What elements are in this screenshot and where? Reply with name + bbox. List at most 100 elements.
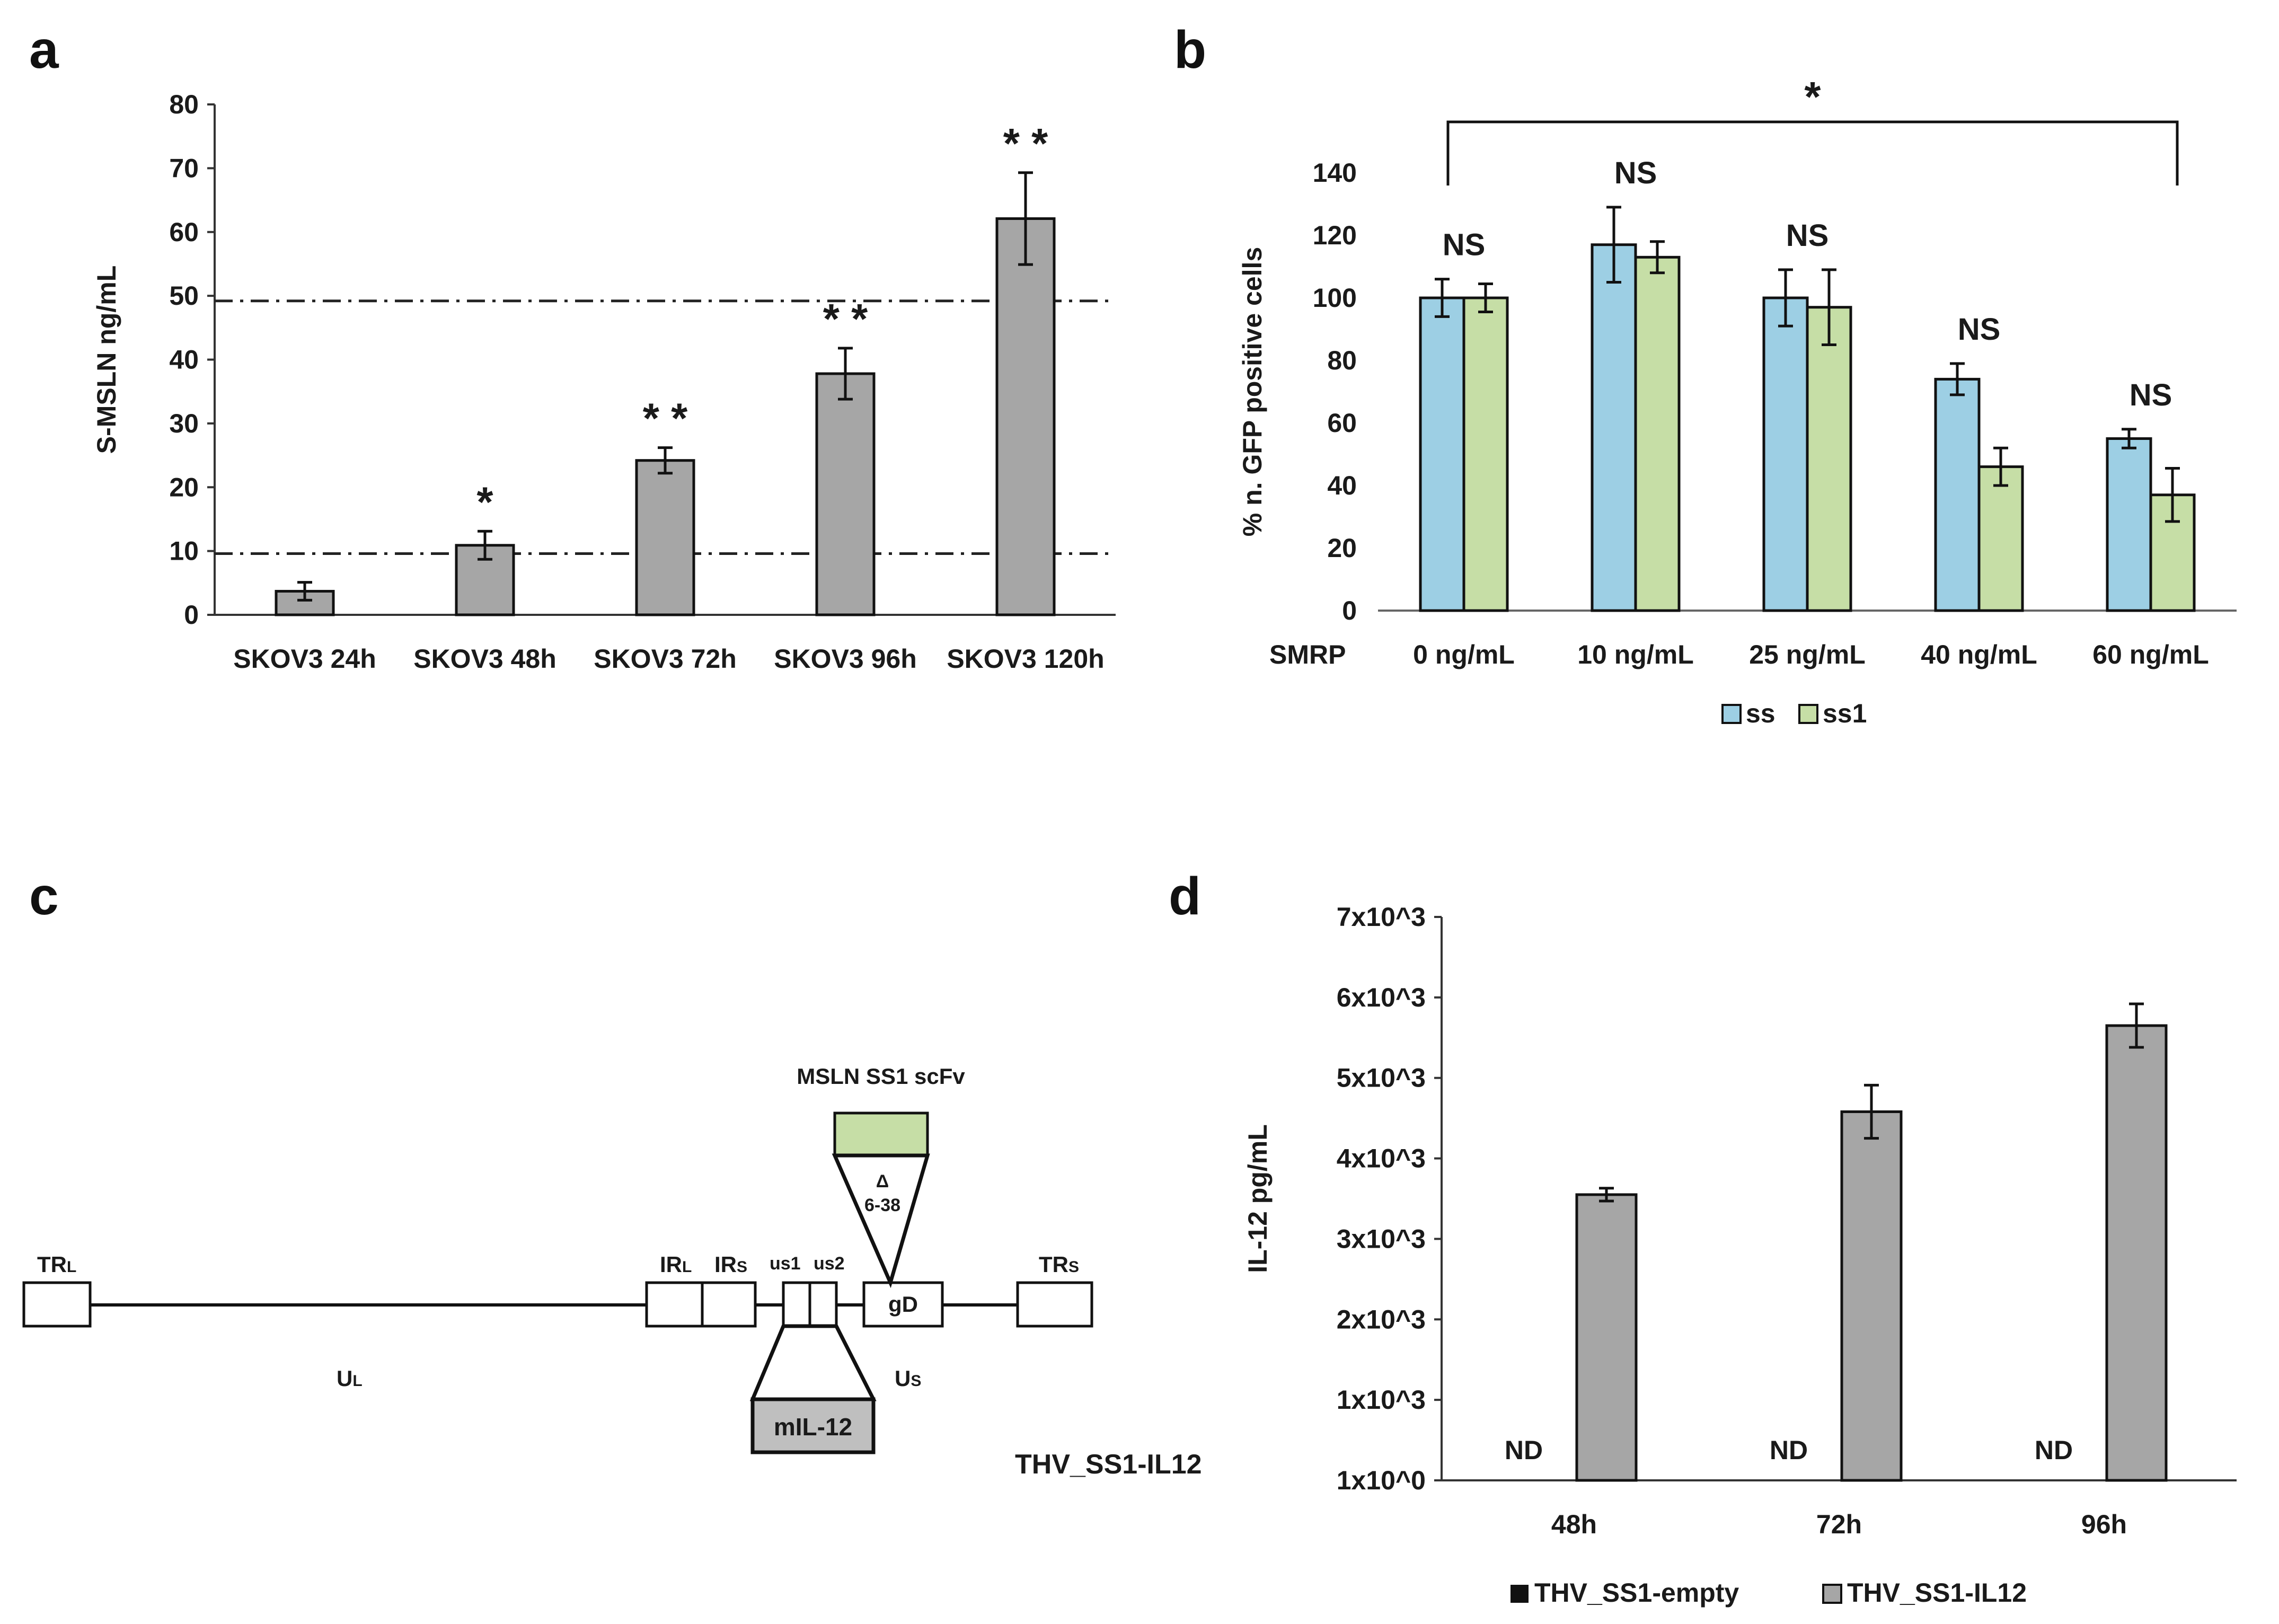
trs-box bbox=[1016, 1281, 1093, 1328]
legend-label-il12: THV_SS1-IL12 bbox=[1847, 1578, 2027, 1608]
irs-box bbox=[701, 1281, 757, 1328]
panel-letter-c: c bbox=[29, 867, 59, 926]
bar-ss bbox=[1934, 377, 1981, 612]
mil12-label: mIL-12 bbox=[774, 1413, 852, 1441]
significance-mark: * * bbox=[823, 295, 868, 342]
chart-b: 0 20 40 60 80 100 120 140 0 ng/mL NS 10 ng/mL NS 25 … bbox=[1238, 73, 2237, 728]
y-tick-label: 4x10^3 bbox=[1337, 1144, 1426, 1173]
not-detected-label: ND bbox=[1770, 1435, 1808, 1465]
significance-bracket bbox=[1446, 120, 2179, 186]
mil12-box bbox=[750, 1397, 876, 1454]
y-tick-label: 3x10^3 bbox=[1337, 1224, 1426, 1254]
y-tick-label: 0 bbox=[184, 600, 199, 630]
x-tick-label: 96h bbox=[2081, 1510, 2127, 1539]
x-tick-label: SKOV3 72h bbox=[594, 644, 737, 674]
trl-label: TRL bbox=[37, 1252, 76, 1277]
x-tick-label: SKOV3 120h bbox=[947, 644, 1104, 674]
mil12-insertion-wedge bbox=[749, 1324, 877, 1401]
y-axis-label: S-MSLN ng/mL bbox=[92, 266, 121, 454]
us1-label: us1 bbox=[770, 1254, 801, 1274]
group-annotation: NS bbox=[1614, 156, 1657, 190]
y-tick-label: 1x10^0 bbox=[1337, 1466, 1426, 1495]
group-annotation: NS bbox=[1958, 312, 2001, 347]
bar-ss bbox=[2106, 437, 2152, 612]
legend-label-ss1: ss1 bbox=[1823, 699, 1867, 728]
legend-swatch-empty bbox=[1510, 1585, 1529, 1603]
ul-label: UL bbox=[337, 1366, 363, 1391]
y-axis-label: % n. GFP positive cells bbox=[1238, 247, 1267, 536]
trl-box bbox=[22, 1281, 92, 1328]
y-tick-label: 2x10^3 bbox=[1337, 1304, 1426, 1334]
y-tick-label: 5x10^3 bbox=[1337, 1063, 1426, 1093]
y-axis-label: IL-12 pg/mL bbox=[1243, 1124, 1273, 1273]
group-annotation: NS bbox=[1786, 218, 1829, 253]
y-tick-label: 1x10^3 bbox=[1337, 1385, 1426, 1415]
y-tick-label: 60 bbox=[169, 217, 199, 247]
legend-swatch-ss bbox=[1721, 704, 1742, 724]
bar-ss1 bbox=[1634, 255, 1681, 612]
delta-range: 6-38 bbox=[864, 1195, 900, 1215]
chart-d: 1x10^0 1x10^3 2x10^3 3x10^3 4x10^3 5x10^3 6x10… bbox=[1243, 902, 2237, 1608]
bar bbox=[815, 372, 876, 616]
y-tick-label: 20 bbox=[169, 472, 199, 502]
bar bbox=[995, 217, 1056, 616]
y-tick-label: 80 bbox=[1327, 346, 1357, 375]
y-tick-label: 70 bbox=[169, 153, 199, 183]
not-detected-label: ND bbox=[1505, 1435, 1543, 1465]
legend-swatch-il12 bbox=[1822, 1584, 1842, 1604]
x-tick-label: SKOV3 96h bbox=[774, 644, 917, 674]
gd-box bbox=[862, 1281, 944, 1328]
x-tick-label: 72h bbox=[1816, 1510, 1862, 1539]
x-axis-prefix: SMRP bbox=[1269, 640, 1346, 669]
y-tick-label: 10 bbox=[169, 536, 199, 566]
panel-letter-a: a bbox=[29, 20, 59, 80]
bar-il12 bbox=[1575, 1193, 1638, 1482]
irl-box bbox=[645, 1281, 704, 1328]
x-tick-label: 0 ng/mL bbox=[1413, 640, 1515, 669]
significance-mark: * bbox=[476, 478, 493, 525]
y-tick-label: 7x10^3 bbox=[1337, 902, 1426, 932]
y-tick-label: 60 bbox=[1327, 408, 1357, 438]
y-tick-label: 30 bbox=[169, 409, 199, 438]
group-annotation: NS bbox=[1443, 228, 1486, 262]
y-tick-label: 6x10^3 bbox=[1337, 983, 1426, 1012]
x-tick-label: SKOV3 24h bbox=[233, 644, 376, 674]
y-tick-label: 140 bbox=[1313, 158, 1357, 188]
scfv-insertion-wedge bbox=[832, 1153, 930, 1288]
bar-ss1 bbox=[1462, 296, 1509, 612]
us2-label: us2 bbox=[814, 1254, 845, 1274]
scfv-label: MSLN SS1 scFv bbox=[797, 1064, 965, 1089]
x-tick-label: 40 ng/mL bbox=[1921, 640, 2037, 669]
irl-label: IRL bbox=[660, 1252, 692, 1277]
delta-symbol: Δ bbox=[876, 1171, 889, 1191]
not-detected-label: ND bbox=[2035, 1435, 2073, 1465]
y-tick-label: 40 bbox=[169, 345, 199, 375]
bar-ss bbox=[1419, 296, 1465, 612]
bar-il12 bbox=[2105, 1024, 2168, 1482]
panel-letter-d: d bbox=[1169, 867, 1201, 926]
construct-label: THV_SS1-IL12 bbox=[1015, 1449, 1202, 1480]
y-tick-label: 120 bbox=[1313, 220, 1357, 250]
significance-mark: * * bbox=[1003, 120, 1048, 167]
bar-ss bbox=[1762, 296, 1809, 612]
genome-diagram: TRL IRL IRS us1 us2 gD TRS UL US mIL-12 … bbox=[22, 1064, 1202, 1480]
us-label: US bbox=[895, 1366, 921, 1391]
bar-il12 bbox=[1840, 1110, 1903, 1482]
y-tick-label: 40 bbox=[1327, 471, 1357, 500]
bar bbox=[635, 459, 695, 616]
us2-box bbox=[808, 1281, 838, 1328]
legend-label-empty: THV_SS1-empty bbox=[1534, 1578, 1739, 1608]
y-tick-label: 20 bbox=[1327, 533, 1357, 563]
gd-label: gD bbox=[888, 1292, 918, 1317]
x-tick-label: 48h bbox=[1551, 1510, 1597, 1539]
trs-label: TRS bbox=[1039, 1252, 1079, 1277]
x-tick-label: 60 ng/mL bbox=[2092, 640, 2209, 669]
bar-ss1 bbox=[1806, 306, 1852, 612]
bracket-label: * bbox=[1804, 73, 1821, 120]
y-tick-label: 50 bbox=[169, 281, 199, 311]
scfv-box bbox=[833, 1111, 929, 1157]
us1-box bbox=[782, 1281, 811, 1328]
bar-ss bbox=[1591, 243, 1637, 612]
x-tick-label: SKOV3 48h bbox=[413, 644, 556, 674]
